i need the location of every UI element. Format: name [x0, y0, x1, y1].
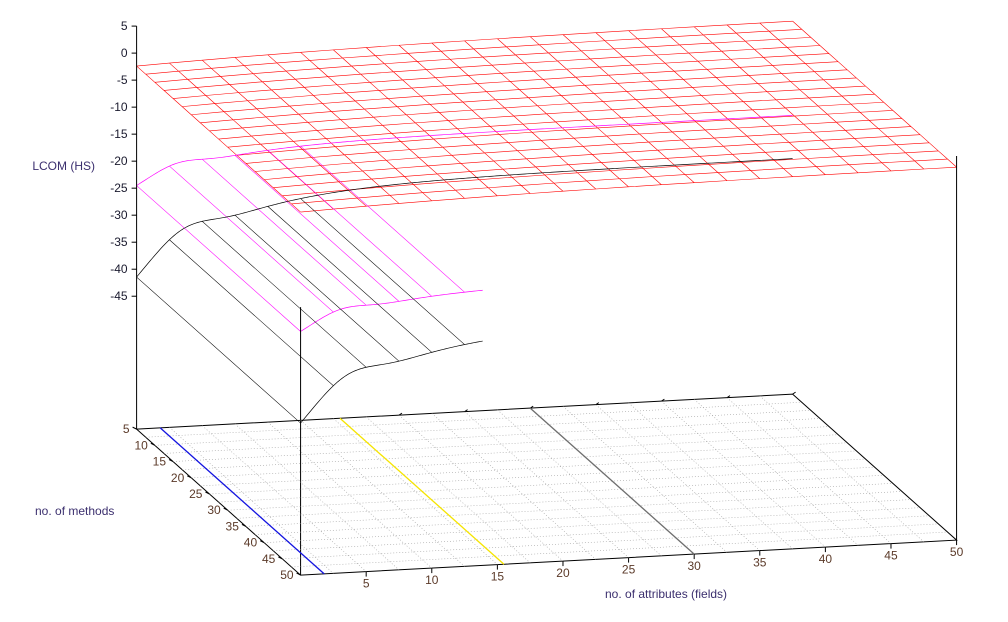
- svg-text:45: 45: [262, 552, 276, 566]
- svg-text:20: 20: [556, 566, 570, 580]
- svg-text:-25: -25: [110, 181, 128, 195]
- svg-text:5: 5: [123, 422, 130, 436]
- svg-text:15: 15: [153, 455, 167, 469]
- svg-text:30: 30: [688, 559, 702, 573]
- svg-text:no. of methods: no. of methods: [35, 504, 114, 518]
- svg-text:35: 35: [753, 556, 767, 570]
- svg-text:-20: -20: [110, 154, 128, 168]
- svg-text:0: 0: [121, 46, 128, 60]
- svg-text:-35: -35: [110, 235, 128, 249]
- svg-text:45: 45: [884, 549, 898, 563]
- svg-text:10: 10: [134, 438, 148, 452]
- svg-text:no. of attributes (fields): no. of attributes (fields): [605, 587, 727, 601]
- svg-text:25: 25: [622, 563, 636, 577]
- svg-text:30: 30: [207, 503, 221, 517]
- svg-text:35: 35: [226, 519, 240, 533]
- svg-text:-10: -10: [110, 100, 128, 114]
- svg-text:50: 50: [280, 568, 294, 582]
- svg-text:-30: -30: [110, 208, 128, 222]
- svg-text:15: 15: [491, 570, 505, 584]
- svg-text:5: 5: [363, 577, 370, 591]
- svg-text:20: 20: [171, 471, 185, 485]
- svg-text:40: 40: [819, 552, 833, 566]
- svg-text:25: 25: [189, 487, 203, 501]
- svg-text:10: 10: [425, 573, 439, 587]
- svg-text:LCOM (HS): LCOM (HS): [32, 159, 95, 173]
- svg-text:5: 5: [121, 19, 128, 33]
- svg-text:-5: -5: [117, 73, 128, 87]
- svg-text:-40: -40: [110, 262, 128, 276]
- svg-text:-45: -45: [110, 289, 128, 303]
- svg-text:50: 50: [950, 545, 964, 559]
- svg-text:-15: -15: [110, 127, 128, 141]
- svg-text:40: 40: [244, 536, 258, 550]
